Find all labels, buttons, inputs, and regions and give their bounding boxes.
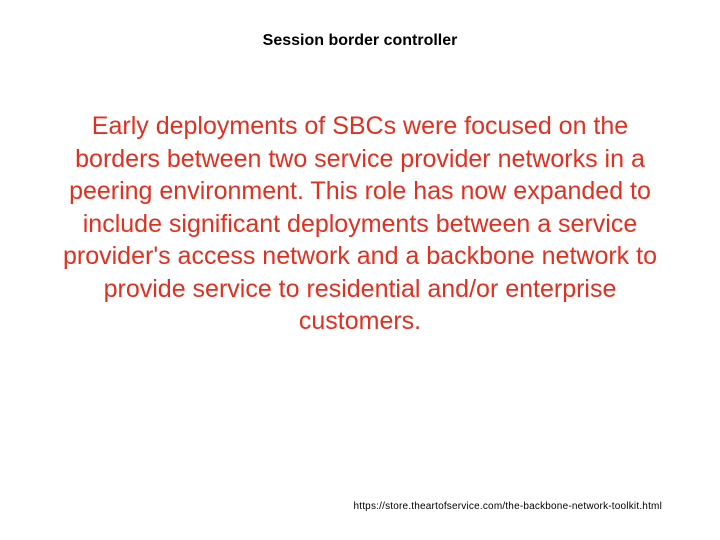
slide-title: Session border controller [48, 32, 672, 50]
slide-container: Session border controller Early deployme… [0, 0, 720, 540]
footer-url: https://store.theartofservice.com/the-ba… [353, 501, 662, 512]
slide-body-text: Early deployments of SBCs were focused o… [48, 110, 672, 338]
